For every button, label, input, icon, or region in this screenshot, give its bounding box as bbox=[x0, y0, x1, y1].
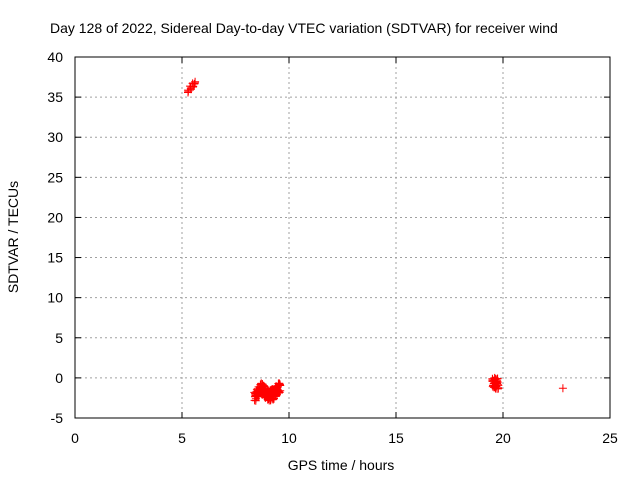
y-tick-label: 40 bbox=[47, 49, 63, 65]
y-tick-label: 20 bbox=[47, 209, 63, 225]
x-tick-label: 5 bbox=[178, 430, 186, 446]
axis-ticks: 0 5 10 15 20 25 -5 0 5 10 15 20 25 30 35 40 bbox=[47, 49, 618, 446]
y-tick-label: 35 bbox=[47, 89, 63, 105]
data-marks bbox=[184, 77, 567, 405]
data-point bbox=[558, 384, 567, 393]
y-tick-label: -5 bbox=[51, 410, 64, 426]
y-tick-label: 30 bbox=[47, 129, 63, 145]
data-point bbox=[493, 384, 502, 393]
y-tick-label: 0 bbox=[55, 370, 63, 386]
x-tick-label: 15 bbox=[388, 430, 404, 446]
chart-title: Day 128 of 2022, Sidereal Day-to-day VTE… bbox=[50, 20, 558, 36]
grid bbox=[75, 57, 610, 418]
x-tick-label: 20 bbox=[495, 430, 511, 446]
outlier-series bbox=[184, 77, 200, 97]
y-tick-label: 15 bbox=[47, 250, 63, 266]
data-point bbox=[275, 388, 284, 397]
data-point bbox=[191, 77, 200, 86]
y-tick-label: 25 bbox=[47, 169, 63, 185]
x-tick-label: 10 bbox=[281, 430, 297, 446]
plot-frame bbox=[74, 56, 611, 419]
data-series bbox=[250, 373, 567, 405]
y-tick-label: 5 bbox=[55, 330, 63, 346]
x-tick-label: 0 bbox=[71, 430, 79, 446]
x-axis-label: GPS time / hours bbox=[288, 457, 395, 473]
y-tick-label: 10 bbox=[47, 290, 63, 306]
data-point bbox=[275, 380, 284, 389]
y-axis-label: SDTVAR / TECUs bbox=[5, 181, 21, 293]
x-tick-label: 25 bbox=[602, 430, 618, 446]
